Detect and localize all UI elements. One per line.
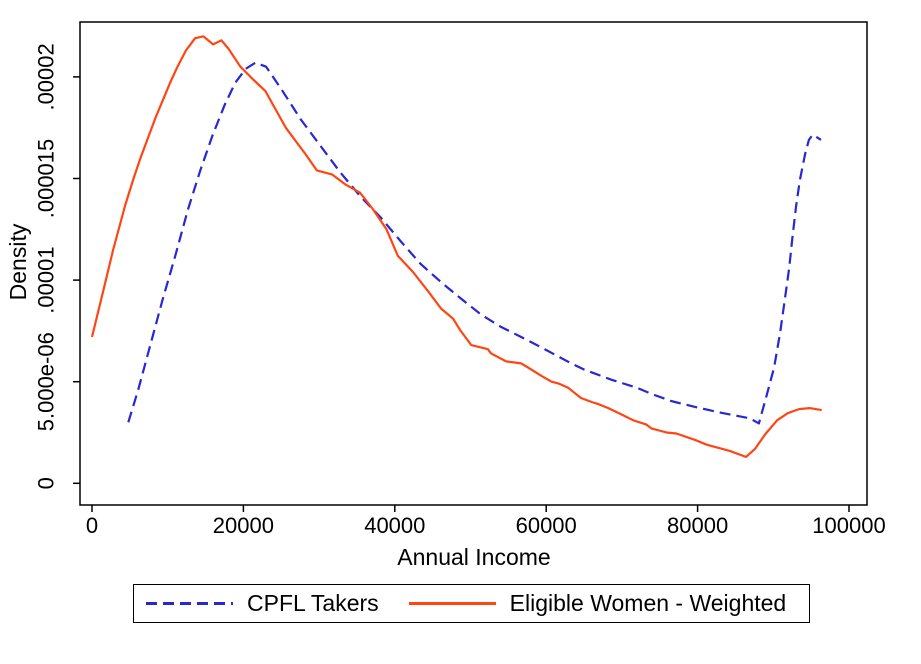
x-tick-label: 40000 [364,513,425,538]
x-tick-label: 60000 [516,513,577,538]
legend-item-cpfl-takers: CPFL Takers [146,590,379,617]
series-lines [90,35,822,458]
legend-dashed-line-sample [146,602,233,605]
y-tick-label: 5.000e-06 [34,332,59,431]
y-tick-label: .000015 [34,139,59,219]
y-tick-label: .00002 [34,43,59,110]
x-axis-title: Annual Income [397,544,550,570]
legend-label-eligible-women: Eligible Women - Weighted [509,590,787,616]
y-axis-ticks: 0 5.000e-06 .00001 .000015 .00002 [34,43,80,489]
y-tick-label: 0 [34,477,59,489]
x-tick-label: 80000 [667,513,728,538]
legend-item-eligible-women: Eligible Women - Weighted [408,590,787,617]
x-axis-ticks: 0 20000 40000 60000 80000 100000 [86,505,886,538]
y-tick-label: .00001 [34,246,59,313]
plot-frame [79,21,868,506]
legend-label-cpfl-takers: CPFL Takers [247,590,379,616]
legend-solid-line-sample [408,602,496,605]
x-tick-label: 0 [86,513,98,538]
y-axis-title: Density [5,223,31,300]
series-line-cpfl-takers [127,61,822,425]
series-line-eligible-women-weighted [90,35,822,458]
x-tick-label: 100000 [812,513,885,538]
x-tick-label: 20000 [213,513,274,538]
legend: CPFL Takers Eligible Women - Weighted [133,584,810,623]
